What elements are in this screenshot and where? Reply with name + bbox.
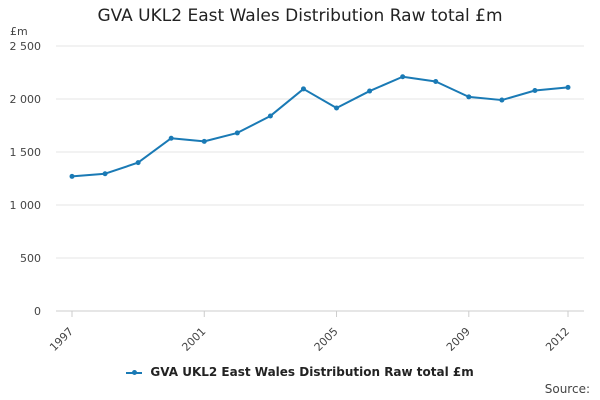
data-point xyxy=(69,173,75,179)
data-point xyxy=(565,84,571,90)
data-point xyxy=(532,88,538,94)
data-point xyxy=(267,113,273,119)
y-tick-label: 0 xyxy=(34,305,41,318)
x-tick-label: 2001 xyxy=(179,325,208,354)
data-point xyxy=(102,171,108,177)
y-tick-label: 1 000 xyxy=(10,199,42,212)
data-point xyxy=(367,88,373,94)
y-tick-label: 2 500 xyxy=(10,40,42,53)
x-tick-label: 2012 xyxy=(543,325,572,354)
y-axis-label: £m xyxy=(10,25,28,38)
y-tick-label: 1 500 xyxy=(10,146,42,159)
chart-area: £m 0 500 1 000 1 500 2 000 2 500 1997 2001 2005… xyxy=(10,25,584,354)
x-tick-label: 2009 xyxy=(444,325,473,354)
data-point xyxy=(234,130,240,136)
data-point xyxy=(400,74,406,80)
legend-label: GVA UKL2 East Wales Distribution Raw tot… xyxy=(150,365,474,379)
source-label: Source: xyxy=(544,382,590,396)
data-point xyxy=(300,86,306,92)
x-tick-label: 1997 xyxy=(47,325,76,354)
chart-title: GVA UKL2 East Wales Distribution Raw tot… xyxy=(97,6,503,26)
data-point xyxy=(499,97,505,103)
y-tick-label: 500 xyxy=(20,252,41,265)
legend-swatch xyxy=(126,369,143,375)
data-point xyxy=(135,160,141,166)
data-point xyxy=(334,105,340,111)
data-point xyxy=(168,135,174,141)
legend: GVA UKL2 East Wales Distribution Raw tot… xyxy=(0,365,600,379)
x-tick-label: 2005 xyxy=(312,325,341,354)
y-tick-label: 2 000 xyxy=(10,93,42,106)
data-point xyxy=(201,138,207,144)
data-point xyxy=(433,79,439,85)
series-line xyxy=(71,75,569,178)
data-point xyxy=(466,94,472,100)
